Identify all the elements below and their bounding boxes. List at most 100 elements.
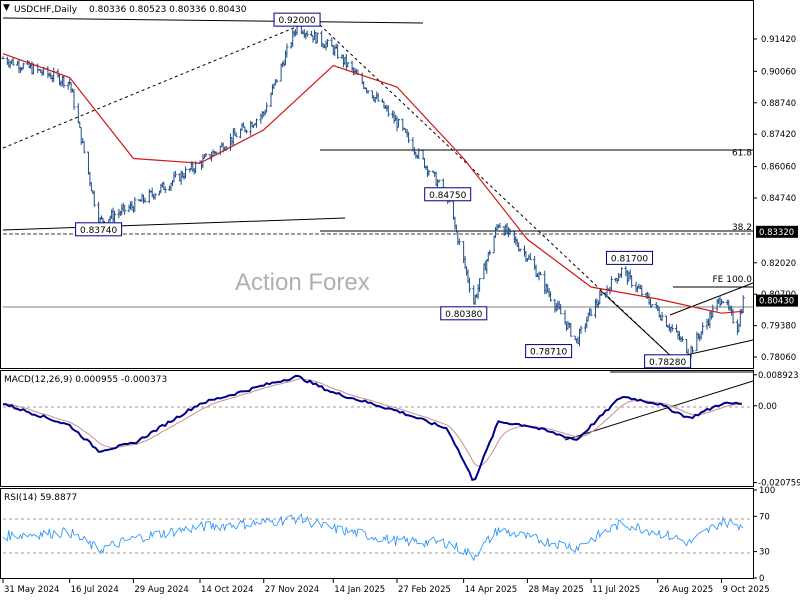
candle — [457, 238, 461, 246]
candle — [741, 295, 745, 314]
y-tick-label: 0.78060 — [761, 353, 796, 363]
x-tick-label: 14 Oct 2024 — [201, 585, 254, 595]
macd-title: MACD(12,26,9) 0.000955 -0.000373 — [4, 375, 167, 385]
candle — [92, 190, 96, 207]
candle — [184, 166, 188, 179]
candle — [549, 291, 553, 302]
candle — [386, 105, 390, 117]
candle — [336, 44, 340, 59]
y-tick-label: 0.79380 — [761, 322, 796, 332]
y-tick-label: 0.84740 — [761, 194, 796, 204]
candle — [315, 32, 319, 44]
x-tick-label: 31 May 2024 — [4, 585, 59, 595]
candle — [498, 222, 502, 228]
fib-level-text: 38.2 — [732, 223, 752, 233]
price-tag-text: 0.83320 — [759, 228, 794, 238]
candle — [21, 62, 25, 70]
candle — [36, 63, 40, 74]
support-line-bottom — [2, 217, 346, 231]
candle — [153, 193, 157, 200]
swing-price-label: 0.78280 — [644, 354, 692, 369]
price-labels: 0.92000 0.83740 0.84750 0.80380 0.78710 0.817… — [75, 12, 692, 369]
swing-price-text: 0.80380 — [445, 310, 482, 320]
swing-price-text: 0.84750 — [429, 191, 466, 201]
macd-tick-label: -0.020759 — [758, 479, 800, 489]
rsi-series — [2, 513, 744, 562]
swing-price-text: 0.83740 — [80, 226, 117, 236]
candle — [173, 170, 177, 178]
x-axis-ticks: 31 May 2024 16 Jul 2024 29 Aug 2024 14 Oct … — [2, 578, 770, 595]
candle — [569, 323, 573, 337]
wedge-upper-left — [599, 289, 674, 359]
swing-price-label: 0.78710 — [525, 344, 573, 359]
candle — [579, 325, 583, 334]
x-tick-label: 16 Jul 2024 — [71, 585, 119, 595]
swing-price-text: 0.81700 — [611, 254, 648, 264]
candle — [559, 303, 563, 315]
candlestick-series — [1, 22, 745, 360]
candle — [518, 248, 522, 252]
candle — [721, 301, 725, 304]
candle — [407, 131, 411, 144]
x-tick-label: 9 Oct 2025 — [722, 585, 769, 595]
y-tick-label: 0.87420 — [761, 130, 796, 140]
moving-average-line — [2, 53, 744, 314]
candle — [163, 186, 167, 194]
candle — [305, 30, 309, 38]
candle — [492, 235, 496, 254]
candle — [680, 336, 684, 342]
x-tick-label: 14 Jan 2025 — [334, 585, 385, 595]
candle — [417, 148, 421, 160]
x-tick-label: 27 Feb 2025 — [398, 585, 451, 595]
candle — [204, 153, 208, 157]
y-tick-label: 0.91420 — [761, 35, 796, 45]
swing-price-label: 0.92000 — [273, 12, 321, 27]
candle — [538, 271, 542, 276]
resistance-line-top — [2, 17, 424, 24]
swing-price-text: 0.92000 — [278, 16, 315, 26]
candle — [376, 92, 380, 102]
candle — [325, 39, 329, 48]
y-axis-ticks: 0.91420 0.90060 0.88740 0.87420 0.86060 0.847… — [753, 35, 800, 584]
candle — [605, 285, 609, 298]
candle — [599, 291, 603, 296]
rsi-pane-frame — [0, 488, 754, 579]
candle — [78, 121, 82, 129]
candle — [670, 324, 674, 332]
candle — [346, 62, 350, 68]
rising-channel-line — [2, 19, 314, 149]
candle — [630, 275, 634, 288]
fib-level-text: 61.8 — [732, 149, 752, 159]
macd-signal-line — [2, 378, 742, 467]
x-tick-label: 27 Nov 2024 — [265, 585, 319, 595]
rsi-tick-label: 70 — [759, 512, 770, 522]
candle — [133, 197, 137, 212]
candle — [11, 57, 15, 66]
x-tick-label: 11 Jul 2025 — [592, 585, 640, 595]
candle — [218, 145, 222, 156]
candle — [467, 277, 471, 293]
swing-price-text: 0.78710 — [530, 348, 567, 358]
y-tick-label: 0.90060 — [761, 67, 796, 77]
collapse-arrow-icon[interactable]: ▼ — [3, 3, 10, 13]
y-tick-label: 0.82020 — [761, 259, 796, 269]
price-tag: 0.83320 — [756, 225, 798, 238]
candle — [86, 151, 90, 175]
rsi-title: RSI(14) 59.8877 — [4, 493, 77, 503]
swing-price-label: 0.83740 — [75, 222, 123, 237]
ohlc-readout: 0.80336 0.80523 0.80336 0.80430 — [89, 5, 247, 15]
rsi-tick-label: 100 — [759, 486, 775, 496]
watermark: Action Forex — [235, 269, 370, 296]
candle — [640, 285, 644, 296]
candle — [488, 249, 492, 256]
candle — [275, 79, 279, 84]
fib-level-text: FE 100.0 — [713, 275, 753, 285]
macd-tick-label: 0.00 — [758, 402, 777, 412]
candle — [244, 129, 248, 134]
rsi-tick-label: 0 — [759, 574, 764, 584]
x-tick-label: 28 May 2025 — [528, 585, 583, 595]
macd-line — [3, 374, 742, 481]
candle — [234, 132, 238, 138]
candle — [508, 228, 512, 235]
x-tick-label: 29 Aug 2024 — [134, 585, 188, 595]
